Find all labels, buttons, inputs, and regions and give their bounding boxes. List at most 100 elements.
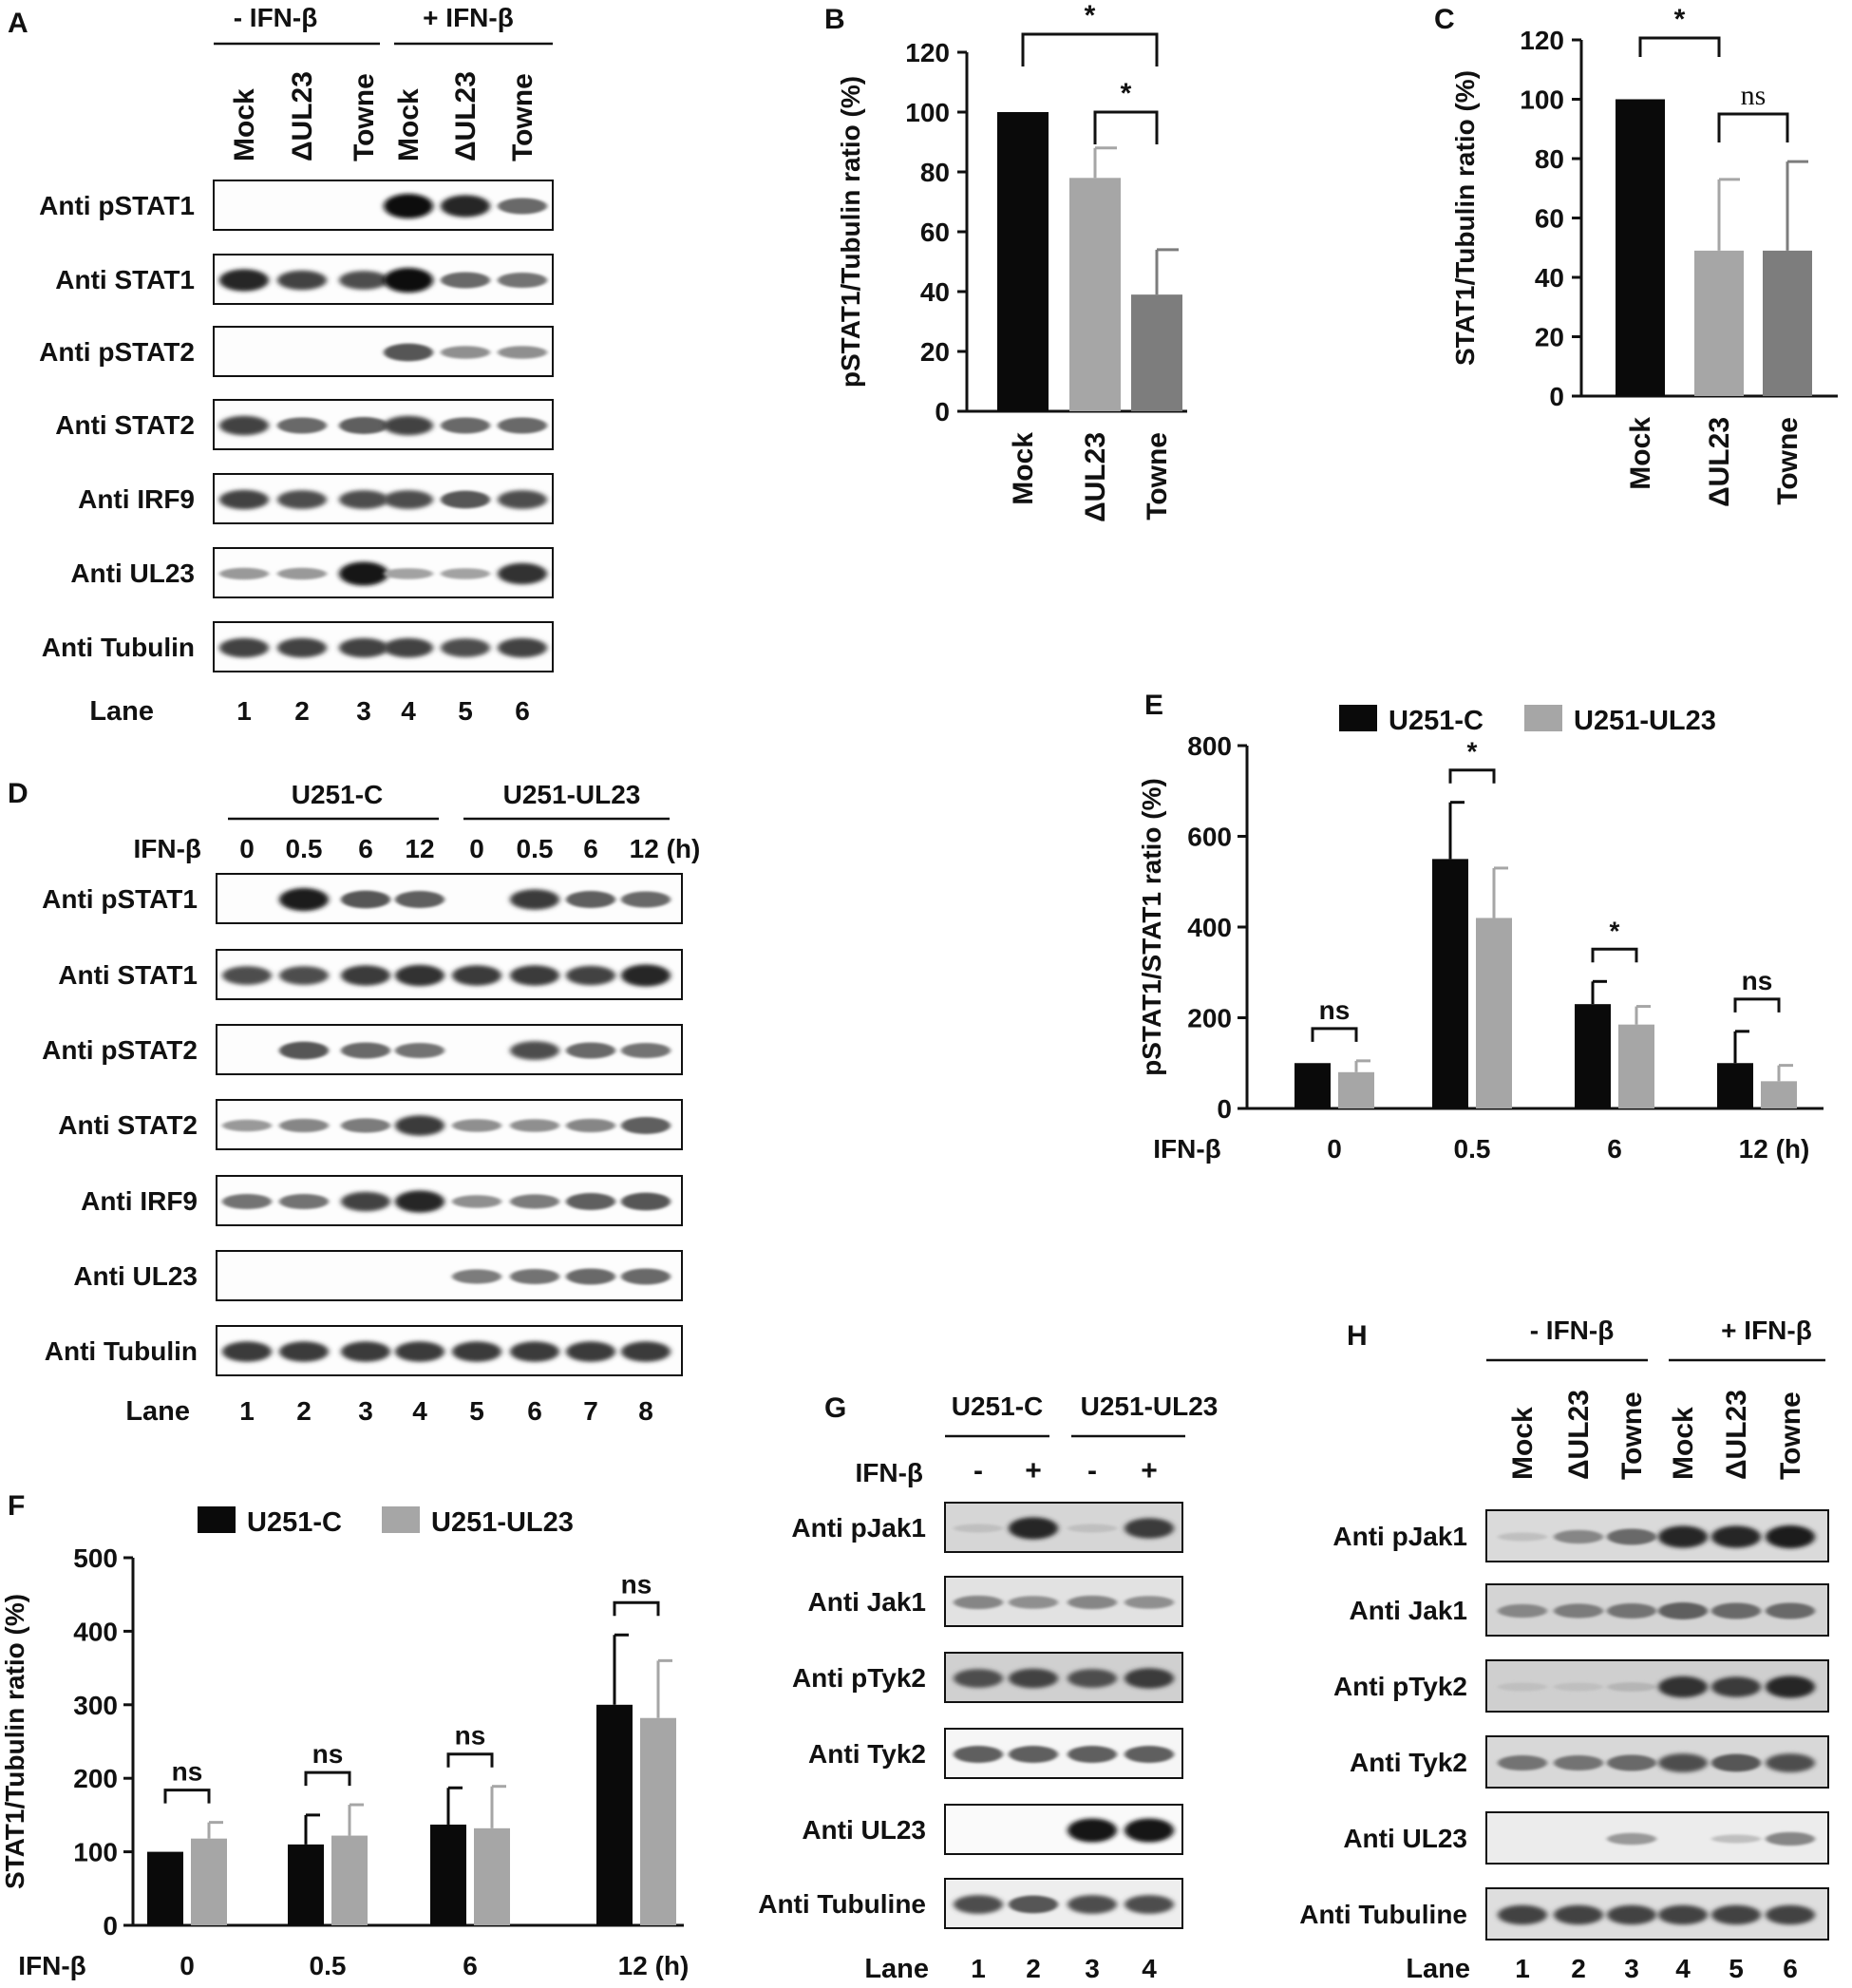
x-tick-label: Towne — [1772, 417, 1804, 505]
blot-band — [566, 891, 615, 908]
blot-band — [384, 415, 433, 436]
lane-name: Mock — [1507, 1407, 1539, 1480]
blot-band — [277, 637, 327, 658]
blot-band — [222, 1119, 272, 1132]
blot-band — [339, 490, 388, 509]
blot-band — [219, 637, 269, 658]
blot-band — [1711, 1904, 1761, 1925]
blot-band — [395, 1042, 444, 1059]
bar — [1616, 99, 1665, 396]
lane-number: 5 — [1729, 1954, 1744, 1983]
bar — [430, 1824, 466, 1925]
blot-band — [621, 1341, 671, 1362]
lane-name: Mock — [393, 88, 425, 161]
blot-band — [395, 1341, 444, 1362]
blot-band — [1607, 1832, 1656, 1846]
chart-f: 0 100 200 300 400 500 STAT1/Tubulin ratio (%) U… — [0, 1506, 689, 1980]
blot-band — [566, 1193, 615, 1210]
legend-swatch — [198, 1506, 236, 1533]
significance-label: ns — [621, 1569, 652, 1599]
y-tick-label: 80 — [920, 158, 950, 187]
blot-band — [277, 270, 327, 291]
blot-label: Anti Tyk2 — [1350, 1748, 1467, 1777]
blot-band — [1658, 1753, 1708, 1772]
lane-number: 3 — [1624, 1954, 1639, 1983]
y-tick-label: 100 — [905, 98, 950, 127]
blot-label: Anti Jak1 — [1350, 1596, 1468, 1625]
blot-band — [566, 1118, 615, 1133]
lane-name: ΔUL23 — [1721, 1390, 1752, 1480]
blot-label: Anti STAT1 — [58, 960, 198, 990]
blot-band — [1607, 1904, 1656, 1925]
blot-label: Anti STAT1 — [55, 265, 195, 294]
blot-label: Anti IRF9 — [78, 484, 195, 514]
blot-band — [341, 890, 390, 909]
blot-band — [441, 638, 490, 657]
blot-band — [279, 1041, 329, 1060]
blot-label: Anti Tubuline — [758, 1889, 926, 1919]
panel-d: D U251-C U251-UL23 IFN-β 0 0.5 6 12 0 0.5 6 12 … — [8, 778, 700, 1427]
significance-label: * — [1121, 78, 1132, 109]
blot-band — [954, 1595, 1003, 1610]
blot-band — [279, 1118, 329, 1133]
blot-band — [621, 891, 671, 908]
treatment-label: IFN-β — [133, 834, 201, 863]
blot-band — [510, 1194, 559, 1209]
blot-band — [441, 272, 490, 289]
bar — [1338, 1071, 1374, 1108]
blot-band — [452, 1119, 501, 1132]
blot-band — [395, 1190, 444, 1213]
x-tick-label: 0.5 — [1454, 1134, 1491, 1164]
blot-band — [510, 1041, 559, 1060]
blot-band — [621, 1192, 671, 1211]
chart-b: 0 20 40 60 80 100 120 pSTAT1/Tubulin ratio (%) M… — [836, 0, 1187, 522]
lane-name: Towne — [1616, 1392, 1648, 1480]
bar — [640, 1717, 676, 1925]
significance-label: ns — [1741, 80, 1767, 111]
blot-band — [222, 966, 272, 985]
bar — [1069, 178, 1121, 411]
treatment-sign: - — [1087, 1455, 1097, 1486]
significance-bracket — [613, 1600, 660, 1617]
blot-band — [1766, 1676, 1815, 1698]
lane-number: 1 — [236, 696, 252, 726]
significance-label: * — [1610, 916, 1620, 945]
blot-label: Anti UL23 — [802, 1815, 926, 1845]
panel-letter-h: H — [1347, 1320, 1368, 1352]
blot-band — [279, 1341, 329, 1362]
blot-band — [954, 1895, 1003, 1914]
blot-band — [1766, 1602, 1815, 1619]
blot-label: Anti IRF9 — [81, 1186, 198, 1216]
blot-band — [219, 567, 269, 580]
lane-name: ΔUL23 — [450, 71, 482, 161]
x-tick-label: ΔUL23 — [1080, 432, 1111, 522]
x-tick-label: ΔUL23 — [1704, 417, 1735, 507]
blot-band — [621, 1042, 671, 1059]
panel-letter-c: C — [1434, 4, 1455, 35]
y-tick-label: 400 — [1187, 913, 1232, 942]
blot-band — [279, 966, 329, 985]
blot-label: Anti UL23 — [1343, 1824, 1467, 1853]
blot-band — [1498, 1532, 1547, 1542]
blot-band — [341, 965, 390, 986]
blot-label: Anti pTyk2 — [1333, 1672, 1467, 1701]
blot-band — [498, 346, 547, 359]
blot-band — [1607, 1528, 1656, 1545]
lane-number: 3 — [356, 696, 371, 726]
blot-label: Anti STAT2 — [58, 1110, 198, 1140]
blot-band — [395, 1115, 444, 1136]
legend-label: U251-UL23 — [1574, 706, 1716, 736]
y-axis-label: STAT1/Tubulin ratio (%) — [0, 1594, 29, 1889]
group-label-u251-c: U251-C — [292, 780, 383, 809]
lane-number: 6 — [515, 696, 530, 726]
significance-label: * — [1085, 0, 1096, 31]
blot-band — [1658, 1525, 1708, 1548]
x-tick-label: 6 — [1607, 1134, 1622, 1164]
lane-label: Lane — [1406, 1954, 1470, 1984]
blot-label: Anti Tubulin — [45, 1336, 198, 1366]
blot-band — [1124, 1818, 1174, 1843]
blot-label: Anti Tyk2 — [808, 1739, 926, 1769]
bar — [1761, 1081, 1797, 1108]
blot-band — [339, 637, 388, 658]
x-tick-label: 0 — [1327, 1134, 1342, 1164]
